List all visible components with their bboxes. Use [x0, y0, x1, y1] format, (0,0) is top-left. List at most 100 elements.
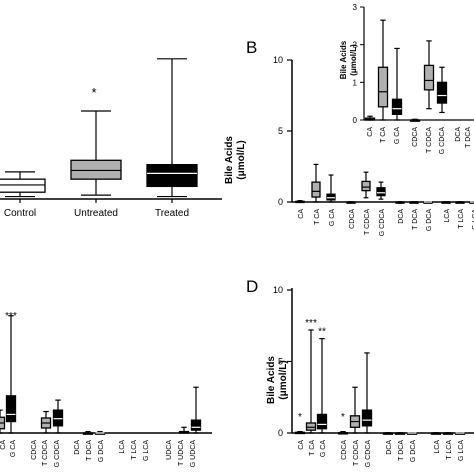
inset-x-tick-label: T CA	[380, 127, 387, 143]
panel-d-significance: **	[318, 327, 326, 338]
inset-box-gcdca-box	[436, 81, 448, 104]
panel-b-x-tick-label: T DCA	[412, 209, 419, 230]
panel-d-x-tick-label: G CA	[320, 440, 327, 457]
inset-y-axis-unit: (μmol/L)	[349, 44, 358, 76]
panel-d-x-tick-label: G LCA	[458, 440, 465, 461]
inset-y-tick-label: 2	[353, 41, 358, 50]
panel-d-x-tick-label: DCA	[386, 440, 393, 455]
panel-b-x-tick-label: T CDCA	[364, 209, 371, 235]
panel-b-x-tick-label: G LCA	[472, 209, 474, 230]
panel-d-y-axis-unit: (μmol/L)	[278, 360, 289, 399]
panel-d-x-tick-label: T DCA	[398, 440, 405, 461]
inset-x-tick-label: CDCA	[412, 127, 419, 147]
panel-b-x-tick-label: CA	[298, 209, 305, 219]
panel-b-y-axis-title: Bile Acids	[224, 136, 235, 184]
panel-d-x-tick-label: CDCA	[341, 440, 348, 460]
panel-d-x-tick-label: T CDCA	[353, 440, 360, 466]
panel-b-box-glca-box	[469, 201, 474, 204]
inset-box-tcdca-box	[423, 64, 435, 91]
panel-b-box-gcdca-box	[376, 187, 386, 197]
panel-d-y-axis-label: Bile Acids (μmol/L)	[266, 356, 289, 404]
inset-x-tick-label: T CDCA	[426, 127, 433, 153]
panel-d-y-tick-label: 10	[273, 285, 283, 295]
panel-c-x-tick-label: G CA	[10, 440, 17, 457]
panel-d-box-gca-box	[316, 413, 328, 430]
panel-d-x-tick-label: CA	[298, 440, 305, 450]
panel-c-x-tick-label: T CDCA	[42, 440, 49, 466]
panel-b-x-tick-label: G CA	[329, 209, 336, 226]
panel-b-x-tick-label: G DCA	[426, 209, 433, 232]
panel-c-box-gca-box	[5, 395, 17, 423]
inset-box-gca-box	[391, 98, 403, 115]
panel-b-inset: Bile Acids (μmol/L) 0 1 2 3 CA T CA G CA CDCA T …	[339, 3, 474, 154]
panel-a: Control Untreated * Treated	[0, 58, 222, 219]
panel-a-x-tick-label: Control	[4, 208, 36, 219]
panel-b-letter: B	[246, 38, 257, 57]
panel-c-box-gcdca-box	[52, 409, 64, 427]
panel-d-significance: *	[341, 412, 345, 423]
panel-d-x-tick-label: T CA	[309, 440, 316, 456]
panel-d-letter: D	[246, 277, 258, 296]
panel-c-x-tick-label: G LCA	[143, 440, 150, 461]
panel-a-box-untreated-box	[70, 159, 122, 180]
inset-x-tick-label: T DCA	[465, 127, 472, 148]
panel-b-box-gca-box	[326, 193, 336, 201]
inset-y-tick-label: 0	[353, 116, 358, 125]
panel-c-x-tick-label: G UDCA	[190, 440, 197, 468]
inset-y-axis-title: Bile Acids	[339, 40, 348, 79]
panel-c-box-gudca-box	[190, 419, 202, 431]
panel-c: *** CA G CA CDCA T CDCA G CDCA DCA T DCA G DCA LC…	[0, 311, 212, 467]
inset-x-tick-label: G CA	[394, 127, 401, 144]
panel-c-x-tick-label: G DCA	[98, 440, 105, 463]
panel-a-significance: *	[91, 85, 96, 100]
panel-c-x-tick-label: UDCA	[166, 440, 173, 460]
inset-y-axis-label: Bile Acids (μmol/L)	[339, 40, 358, 79]
panel-b-y-tick-label: 10	[273, 55, 283, 65]
panel-a-x-tick-label: Untreated	[74, 208, 118, 219]
panel-c-x-tick-label: CDCA	[31, 440, 38, 460]
panel-d-x-tick-label: G CDCA	[365, 440, 372, 468]
panel-c-x-tick-label: CA	[0, 440, 7, 450]
panel-d-x-tick-label: T LCA	[446, 440, 453, 460]
panel-d-significance: *	[298, 412, 302, 423]
panel-b-box-tcdca-box	[361, 180, 371, 192]
inset-x-tick-label: G CDCA	[439, 127, 446, 155]
panel-b-x-tick-label: CDCA	[349, 209, 356, 229]
panel-d-y-axis-title: Bile Acids	[266, 356, 277, 404]
panel-c-x-tick-label: LCA	[119, 440, 126, 454]
panel-c-x-tick-label: T DCA	[86, 440, 93, 461]
inset-x-tick-label: CA	[367, 127, 374, 137]
panel-b-x-tick-label: T CA	[314, 209, 321, 225]
panel-c-x-tick-label: T UDCA	[178, 440, 185, 466]
panel-d-box-gcdca-box	[361, 409, 373, 427]
panel-a-box-treated-box	[146, 163, 198, 188]
panel-c-significance: ***	[5, 311, 17, 322]
panel-d-y-tick-label: 5	[278, 357, 283, 367]
inset-x-tick-label: DCA	[455, 127, 462, 142]
panel-a-box-control-box	[0, 178, 46, 193]
panel-b-box-tca-box	[311, 181, 321, 198]
panel-b-y-axis-label: Bile Acids (μmol/L)	[224, 136, 247, 184]
panel-d-y-tick-label: 0	[278, 428, 283, 438]
inset-y-tick-label: 3	[353, 3, 358, 12]
panel-b-x-tick-label: G CDCA	[379, 209, 386, 237]
panel-a-x-tick-label: Treated	[155, 208, 189, 219]
panel-d-x-tick-label: G DCA	[410, 440, 417, 463]
panel-c-x-tick-label: T LCA	[131, 440, 138, 460]
panel-b-y-tick-label: 5	[278, 126, 283, 136]
panel-b-y-axis-unit: (μmol/L)	[236, 140, 247, 179]
panel-c-x-tick-label: G CDCA	[54, 440, 61, 468]
panel-d-x-tick-label: LCA	[434, 440, 441, 454]
panel-b-y-tick-label: 0	[278, 197, 283, 207]
panel-d-significance: ***	[305, 318, 317, 329]
panel-b-x-tick-label: T LCA	[458, 209, 465, 229]
panel-c-x-tick-label: DCA	[74, 440, 81, 455]
panel-b-x-tick-label: LCA	[444, 209, 451, 223]
panel-b-x-tick-label: DCA	[398, 209, 405, 224]
inset-y-tick-label: 1	[353, 78, 358, 87]
inset-box-tca-box	[377, 66, 389, 108]
panel-d-box-tca-box	[305, 422, 317, 431]
